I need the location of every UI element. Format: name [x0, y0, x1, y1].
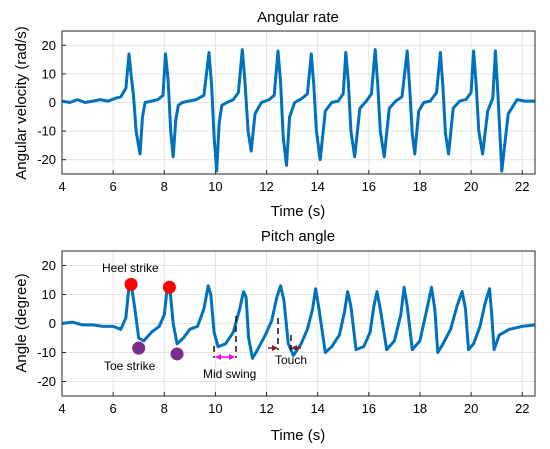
event-markers [124, 277, 184, 361]
x-tick-label: 18 [413, 179, 427, 194]
mid-swing-arrow-right [229, 354, 235, 360]
chart-pitch-angle: Pitch angle 4 6 8 10 12 14 16 18 20 22 -20 -10 0 10 20… [13, 228, 536, 444]
event-marker [132, 341, 146, 355]
y-tick-label: 0 [49, 95, 56, 110]
y-tick-label: 0 [49, 316, 56, 331]
x-tick-label: 10 [208, 179, 222, 194]
tick-labels: 4 6 8 10 12 14 16 18 20 22 -20 -10 0 10 20 [37, 258, 529, 416]
event-marker [124, 277, 138, 291]
chart-title: Pitch angle [261, 228, 335, 245]
x-tick-label: 4 [58, 401, 65, 416]
event-marker [162, 280, 176, 294]
plot-frame [61, 250, 536, 397]
y-tick-label: -10 [37, 345, 56, 360]
x-tick-label: 16 [362, 401, 376, 416]
series-line [61, 48, 535, 173]
x-tick-label: 12 [259, 401, 273, 416]
x-tick-label: 6 [110, 401, 117, 416]
x-tick-label: 8 [161, 401, 168, 416]
mid-swing-arrow-left [215, 354, 221, 360]
touch-arrows [268, 345, 301, 351]
y-tick-label: -20 [37, 152, 56, 167]
x-tick-label: 6 [110, 179, 117, 194]
y-tick-label: 10 [42, 66, 56, 81]
x-axis-label: Time (s) [271, 203, 325, 220]
x-tick-label: 22 [515, 401, 529, 416]
y-tick-label: -10 [37, 124, 56, 139]
x-tick-label: 8 [161, 179, 168, 194]
touch-arrow-right [291, 345, 297, 351]
y-tick-label: 10 [42, 287, 56, 302]
x-tick-label: 18 [413, 401, 427, 416]
touch-arrow-left [272, 345, 278, 351]
x-tick-label: 20 [464, 179, 478, 194]
x-tick-label: 14 [310, 401, 324, 416]
series-line [61, 284, 536, 360]
x-tick-label: 20 [464, 401, 478, 416]
event-marker [170, 347, 184, 361]
x-axis-label: Time (s) [271, 427, 325, 444]
plot-frame [61, 30, 536, 175]
x-tick-label: 14 [310, 179, 324, 194]
y-tick-label: 20 [42, 258, 56, 273]
chart-angular-rate: Angular rate 4 6 8 10 12 14 16 18 20 22 -20 -10 0 10 2… [13, 9, 536, 220]
mid-swing-arrow [215, 354, 235, 360]
toe-strike-label: Toe strike [104, 359, 156, 373]
y-axis-label: Angular velocity (rad/s) [13, 26, 30, 179]
y-tick-label: 20 [42, 38, 56, 53]
x-tick-label: 10 [208, 401, 222, 416]
mid-swing-label: Mid swing [203, 367, 256, 381]
x-tick-label: 12 [259, 179, 273, 194]
x-tick-label: 22 [515, 179, 529, 194]
x-tick-label: 16 [362, 179, 376, 194]
event-guides [213, 316, 292, 358]
touch-label: Touch [275, 353, 307, 367]
chart-title: Angular rate [257, 9, 339, 26]
tick-labels: 4 6 8 10 12 14 16 18 20 22 -20 -10 0 10 20 [37, 38, 529, 194]
x-tick-label: 4 [58, 179, 65, 194]
y-axis-label: Angle (degree) [13, 273, 30, 372]
y-tick-label: -20 [37, 374, 56, 389]
grid [61, 31, 535, 174]
heel-strike-label: Heel strike [102, 261, 159, 275]
